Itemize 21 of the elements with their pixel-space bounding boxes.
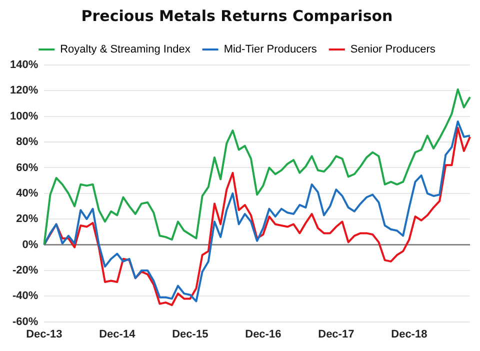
- y-tick-label: -60%: [12, 316, 38, 328]
- x-tick-label: Dec-16: [245, 328, 282, 340]
- y-tick-label: 60%: [16, 162, 38, 174]
- y-tick-label: 80%: [16, 136, 38, 148]
- x-tick-label: Dec-18: [391, 328, 428, 340]
- y-tick-label: -40%: [12, 290, 38, 302]
- y-tick-label: 20%: [16, 213, 38, 226]
- x-tick-label: Dec-14: [99, 328, 136, 340]
- x-tick-label: Dec-17: [318, 328, 354, 340]
- legend-label: Royalty & Streaming Index: [60, 44, 191, 56]
- y-tick-label: 120%: [10, 84, 38, 97]
- y-tick-label: 100%: [10, 110, 38, 122]
- x-tick-label: Dec-15: [172, 328, 208, 340]
- y-tick-label: 0%: [22, 238, 38, 251]
- legend-label: Senior Producers: [350, 44, 436, 56]
- legend-label: Mid-Tier Producers: [224, 44, 318, 56]
- y-tick-label: 140%: [10, 59, 38, 72]
- y-tick-label: 40%: [16, 187, 38, 200]
- chart-title: Precious Metals Returns Comparison: [81, 6, 393, 25]
- x-tick-label: Dec-13: [26, 328, 62, 340]
- y-tick-label: -20%: [12, 264, 38, 276]
